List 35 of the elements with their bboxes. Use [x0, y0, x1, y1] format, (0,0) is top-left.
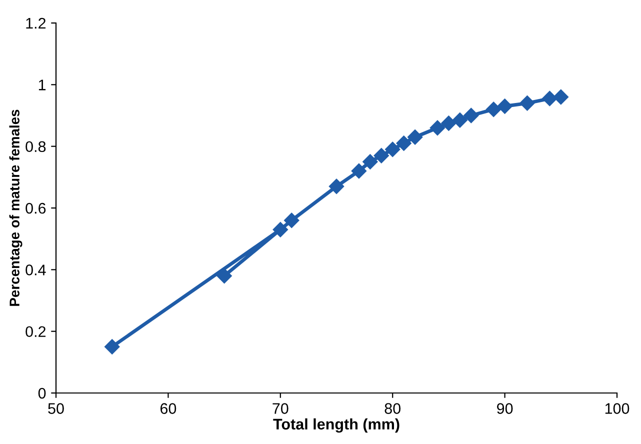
- x-tick-label: 80: [384, 403, 400, 414]
- point: [497, 98, 512, 114]
- point: [351, 163, 367, 179]
- point: [430, 120, 446, 136]
- y-tick-label: 0.4: [26, 264, 46, 276]
- x-tick-label: 60: [160, 403, 176, 414]
- x-tick-label: 70: [272, 403, 288, 414]
- y-tick-label: 0: [38, 388, 46, 399]
- point: [486, 102, 502, 117]
- x-tick-label: 90: [497, 403, 513, 414]
- x-axis-title: Total length (mm): [273, 418, 400, 433]
- point: [553, 89, 568, 105]
- point: [272, 222, 288, 238]
- point: [396, 136, 412, 151]
- y-tick-label: 1: [38, 80, 46, 90]
- x-tick-label: 50: [48, 403, 64, 414]
- y-axis-title: Percentage of mature females: [9, 110, 22, 306]
- point: [362, 154, 378, 170]
- point: [385, 142, 400, 157]
- point: [284, 212, 300, 228]
- point: [452, 112, 468, 128]
- y-tick-label: 0.2: [26, 326, 46, 338]
- point: [216, 268, 232, 284]
- point: [374, 148, 389, 164]
- point: [464, 108, 479, 124]
- y-tick-label: 0.8: [26, 141, 46, 152]
- point: [104, 339, 120, 354]
- x-tick-label: 100: [605, 403, 630, 414]
- point: [542, 90, 558, 106]
- y-tick-label: 0.6: [26, 202, 46, 214]
- point: [407, 130, 423, 145]
- point: [328, 178, 344, 194]
- y-tick-label: 1.2: [26, 18, 46, 29]
- point: [441, 116, 456, 131]
- point: [520, 96, 535, 111]
